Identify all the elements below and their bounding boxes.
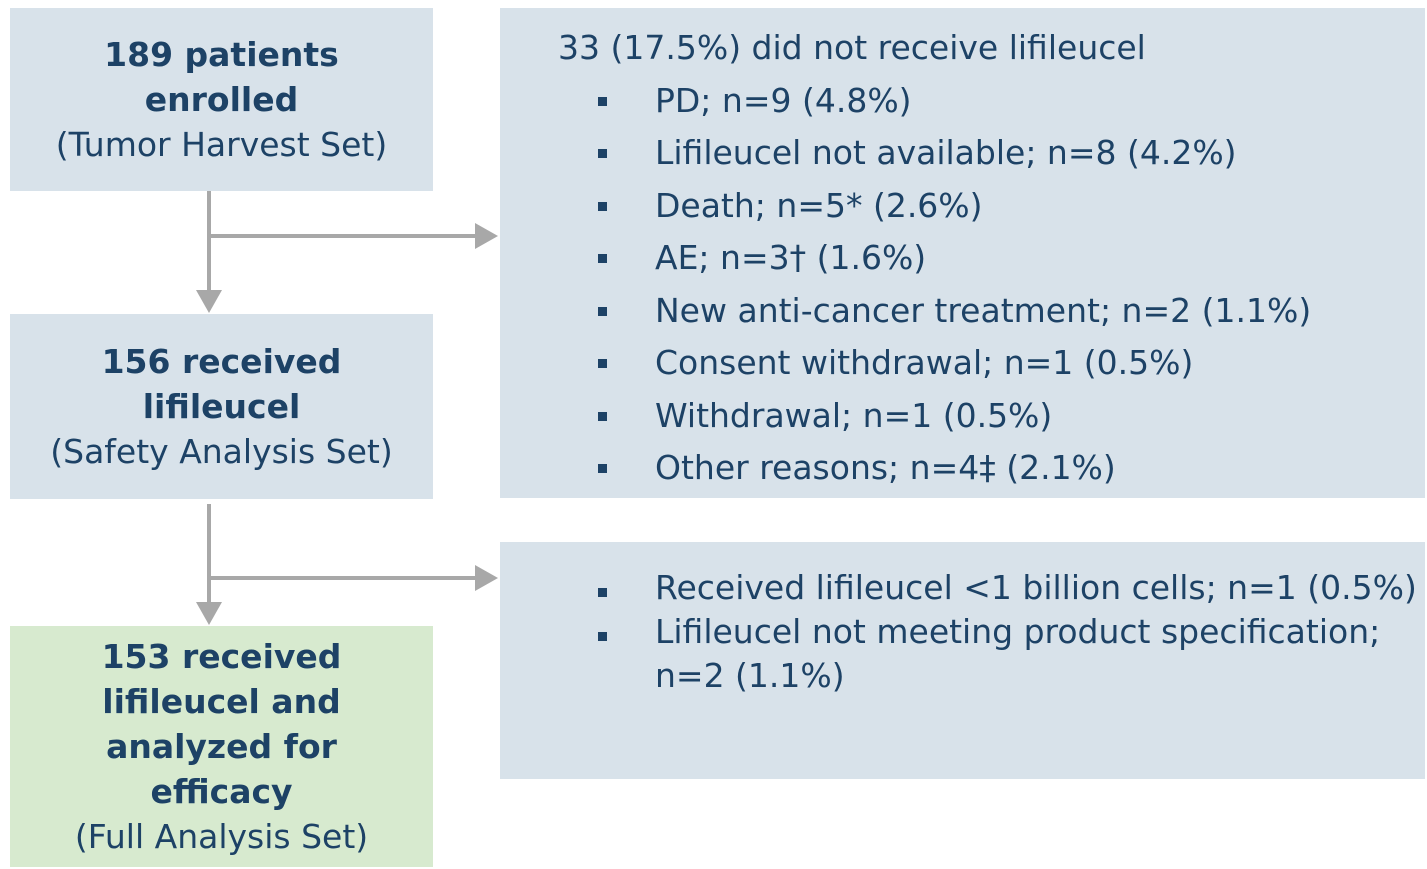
exclusion-box: 33 (17.5%) did not receive lifileucel PD… [500, 8, 1425, 498]
exclusion-box: Received lifileucel <1 billion cells; n=… [500, 542, 1425, 779]
exclusion-item: Received lifileucel <1 billion cells; n=… [500, 566, 1425, 610]
node-box: 189 patients enrolled (Tumor Harvest Set… [10, 8, 433, 191]
arrowhead [475, 223, 498, 249]
node-subtitle: (Tumor Harvest Set) [55, 125, 388, 164]
arrowhead [196, 602, 222, 625]
node-title: 153 received lifileucel and analyzed for… [101, 637, 342, 811]
arrowhead [196, 290, 222, 313]
node-title: 189 patients enrolled [104, 35, 339, 119]
exclusion-item: Withdrawal; n=1 (0.5%) [500, 390, 1425, 443]
exclusion-list: Received lifileucel <1 billion cells; n=… [500, 566, 1425, 698]
node-box: 153 received lifileucel and analyzed for… [10, 626, 433, 867]
exclusion-item: Death; n=5* (2.6%) [500, 180, 1425, 233]
exclusion-item: PD; n=9 (4.8%) [500, 75, 1425, 128]
exclusion-item: Other reasons; n=4‡ (2.1%) [500, 442, 1425, 495]
node-subtitle: (Safety Analysis Set) [50, 432, 393, 471]
node-title: 156 received lifileucel [101, 342, 342, 426]
exclusion-heading: 33 (17.5%) did not receive lifileucel [558, 28, 1146, 67]
exclusion-item: New anti-cancer treatment; n=2 (1.1%) [500, 285, 1425, 338]
exclusion-list: PD; n=9 (4.8%) Lifileucel not available; … [500, 75, 1425, 495]
node-box: 156 received lifileucel (Safety Analysis… [10, 314, 433, 499]
exclusion-item: Consent withdrawal; n=1 (0.5%) [500, 337, 1425, 390]
node-subtitle: (Full Analysis Set) [74, 817, 369, 856]
exclusion-item: AE; n=3† (1.6%) [500, 232, 1425, 285]
exclusion-item: Lifileucel not available; n=8 (4.2%) [500, 127, 1425, 180]
arrowhead [475, 565, 498, 591]
exclusion-item: Lifileucel not meeting product specifica… [500, 610, 1425, 698]
